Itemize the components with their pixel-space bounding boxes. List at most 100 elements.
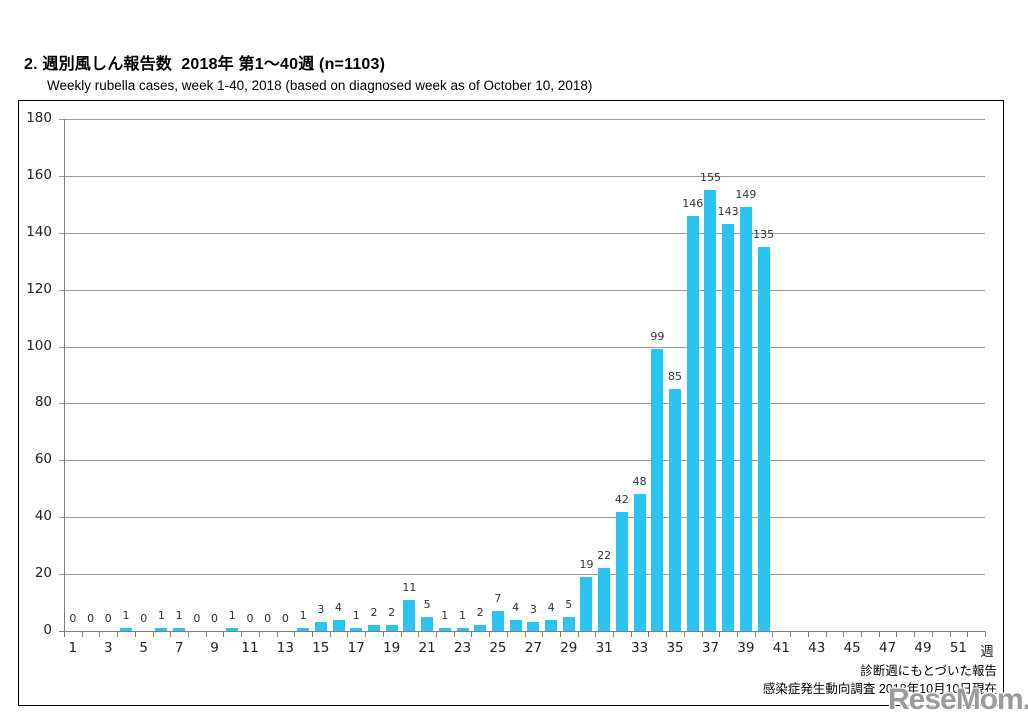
x-tick-label-33: 33 [631, 640, 649, 656]
bar-week-39 [739, 207, 752, 631]
bar-week-36 [686, 216, 699, 631]
x-tick [719, 631, 721, 637]
bar-week-6 [155, 628, 168, 631]
x-tick [559, 631, 561, 637]
x-tick [896, 631, 898, 637]
bar-value-label-week-16: 4 [335, 601, 343, 614]
x-tick [347, 631, 349, 637]
bar-week-26 [509, 620, 522, 631]
x-tick [418, 631, 420, 637]
bar-value-label-week-30: 19 [579, 558, 594, 571]
x-tick [949, 631, 951, 637]
bar-week-16 [332, 620, 345, 631]
x-tick [400, 631, 402, 637]
bar-value-label-week-40: 135 [753, 228, 775, 241]
x-tick-label-21: 21 [418, 640, 436, 656]
x-tick [630, 631, 632, 637]
bar-value-label-week-32: 42 [614, 493, 629, 506]
x-tick [754, 631, 756, 637]
x-tick [506, 631, 508, 637]
bar-week-18 [367, 625, 380, 631]
y-tick-label: 160 [26, 166, 52, 183]
x-tick [985, 631, 986, 637]
x-tick-label-51: 51 [949, 640, 968, 656]
x-tick [878, 631, 880, 637]
bar-week-37 [704, 190, 717, 631]
x-tick-label-23: 23 [453, 640, 472, 656]
x-tick-label-15: 15 [312, 640, 330, 656]
bar-week-27 [527, 622, 540, 631]
chart-notes: 診断週にもとづいた報告 感染症発生動向調査 2018年10月10日現在 [763, 663, 997, 698]
x-tick [152, 631, 154, 637]
y-tick-label: 100 [26, 337, 52, 354]
x-axis-unit-label: 週 [980, 644, 994, 659]
bar-week-20 [403, 600, 416, 631]
bar-value-label-week-19: 2 [388, 606, 396, 619]
bar-value-label-week-29: 5 [565, 598, 573, 611]
x-tick-label-3: 3 [103, 640, 113, 656]
x-axis-line [59, 631, 985, 632]
x-tick [241, 631, 243, 637]
bar-value-label-week-14: 1 [299, 609, 307, 622]
y-tick-label: 80 [34, 394, 52, 411]
x-tick [276, 631, 278, 637]
bar-week-34 [651, 349, 664, 631]
x-tick-label-31: 31 [595, 640, 613, 656]
note-source: 感染症発生動向調査 2018年10月10日現在 [762, 681, 997, 696]
bar-value-label-week-26: 4 [512, 601, 520, 614]
x-tick [595, 631, 597, 637]
bar-value-label-week-24: 2 [476, 606, 484, 619]
bar-value-label-week-33: 48 [632, 475, 647, 488]
x-tick-label-25: 25 [489, 640, 507, 656]
bar-week-35 [669, 389, 682, 631]
bar-week-10 [226, 628, 239, 631]
y-tick-label: 60 [34, 451, 52, 468]
bar-value-label-week-6: 1 [157, 609, 165, 622]
bar-week-25 [491, 611, 504, 631]
x-tick-label-47: 47 [878, 640, 897, 656]
x-tick [825, 631, 827, 637]
bar-week-24 [474, 625, 487, 631]
y-tick-label: 0 [43, 622, 52, 638]
x-tick [524, 631, 526, 637]
x-tick [81, 631, 83, 637]
bar-week-17 [350, 628, 363, 631]
bar-value-label-week-18: 2 [370, 606, 378, 619]
bar-value-label-week-22: 1 [441, 609, 449, 622]
x-tick-label-9: 9 [210, 640, 219, 656]
bar-value-label-week-9: 0 [211, 612, 219, 625]
x-tick [772, 631, 774, 637]
bar-week-40 [757, 247, 770, 631]
x-tick-label-13: 13 [276, 640, 294, 656]
x-tick [613, 631, 615, 637]
y-tick-label: 40 [34, 508, 52, 525]
bar-value-label-week-8: 0 [193, 612, 201, 625]
x-tick [134, 631, 136, 637]
x-tick [967, 631, 969, 637]
x-tick [807, 631, 809, 637]
x-tick-label-49: 49 [914, 640, 932, 656]
x-tick [453, 631, 455, 637]
page-title: 2. 週別風しん報告数 2018年 第1〜40週 (n=1103) [24, 56, 386, 73]
x-tick [790, 631, 792, 637]
chart-frame: 0 0 0 1 0 1 1 0 0 1 0 0 0 1 3 4 1 2 2 11 5 1 1 2 7 4 3 4 5 19 22 42 48 99… [18, 100, 1004, 706]
x-tick [170, 631, 172, 637]
gridline-y-60 [59, 460, 985, 462]
x-tick [471, 631, 473, 637]
x-tick [187, 631, 189, 637]
x-tick [205, 631, 207, 637]
x-tick [701, 631, 703, 637]
x-tick [64, 631, 65, 637]
bar-value-label-week-1: 0 [69, 612, 77, 625]
x-tick-label-7: 7 [174, 640, 184, 656]
x-tick [861, 631, 863, 637]
bar-week-32 [615, 512, 628, 631]
x-tick [648, 631, 650, 637]
x-tick [577, 631, 579, 637]
bar-week-14 [297, 628, 310, 631]
bar-value-label-week-31: 22 [597, 549, 612, 562]
x-tick [666, 631, 668, 637]
bar-week-28 [545, 620, 558, 631]
bar-value-label-week-11: 0 [246, 612, 254, 625]
bar-value-label-week-7: 1 [175, 609, 183, 622]
